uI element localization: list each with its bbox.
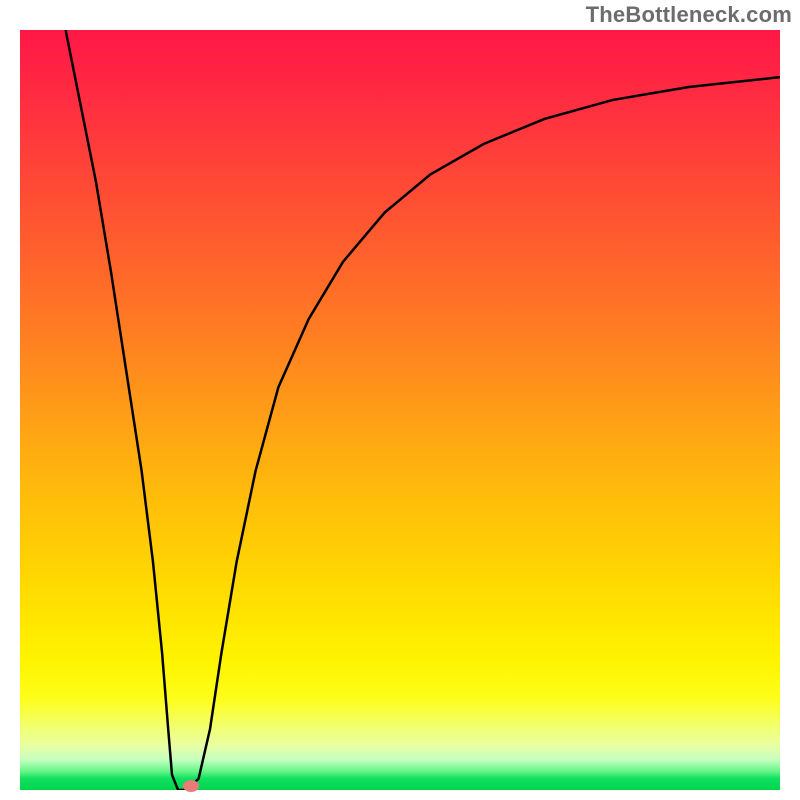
chart-frame	[20, 30, 780, 790]
curve-minimum-marker	[183, 780, 199, 792]
bottleneck-curve	[20, 30, 780, 790]
page-watermark: TheBottleneck.com	[586, 2, 792, 28]
curve-path	[66, 30, 780, 790]
